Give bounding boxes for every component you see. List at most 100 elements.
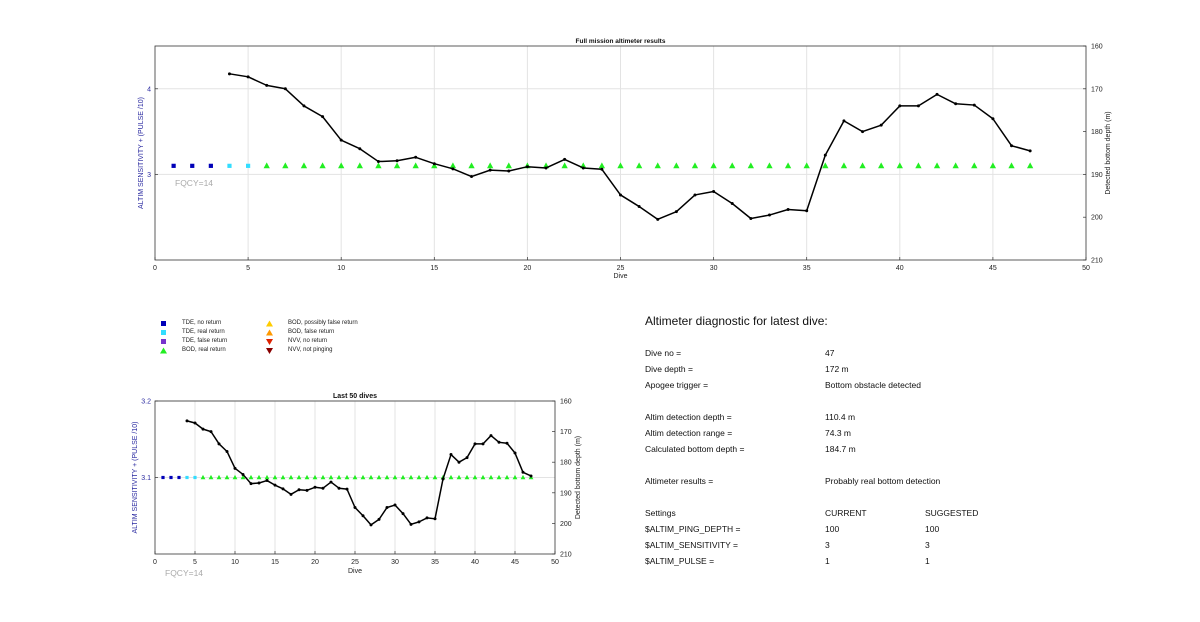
data-point — [954, 102, 958, 106]
data-point — [449, 453, 453, 457]
y-right-tick-label: 200 — [1091, 215, 1103, 222]
marker-triangle — [200, 474, 206, 480]
diag-value: 47 — [825, 348, 835, 358]
marker-triangle — [256, 474, 262, 480]
marker-square — [171, 163, 176, 168]
data-point — [433, 517, 437, 521]
data-point — [321, 115, 325, 119]
data-point — [305, 488, 309, 492]
data-point — [470, 175, 474, 179]
suggested-heading: SUGGESTED — [925, 508, 979, 518]
y-left-tick-label: 3 — [147, 172, 151, 179]
x-tick-label: 15 — [271, 559, 279, 566]
y-right-tick-label: 160 — [560, 399, 572, 406]
y-left-axis-label: ALTIM SENSITIVITY + (PULSE /10) — [138, 97, 145, 209]
data-point — [281, 487, 285, 491]
marker-triangle — [915, 162, 922, 169]
x-tick-label: 15 — [430, 265, 438, 272]
setting-current: 3 — [825, 540, 830, 550]
x-tick-label: 10 — [337, 265, 345, 272]
setting-name: $ALTIM_SENSITIVITY = — [645, 540, 738, 550]
data-point — [225, 449, 229, 453]
data-point — [637, 205, 641, 208]
data-point — [544, 166, 548, 170]
marker-square — [227, 163, 232, 168]
data-point — [473, 442, 477, 446]
data-point — [217, 442, 221, 446]
data-point — [674, 210, 678, 214]
marker-triangle — [635, 162, 643, 169]
diag-label: Calculated bottom depth = — [645, 444, 745, 454]
marker-triangle — [710, 162, 717, 169]
marker-square — [190, 163, 195, 168]
marker-triangle — [296, 474, 302, 480]
marker-triangle — [208, 474, 214, 480]
diag-value: Bottom obstacle detected — [825, 380, 921, 390]
marker-triangle — [344, 474, 350, 480]
marker-triangle — [448, 474, 454, 480]
marker-triangle — [598, 162, 606, 169]
x-tick-label: 45 — [511, 559, 519, 566]
data-point — [767, 213, 771, 217]
data-point — [489, 434, 493, 438]
marker-triangle — [520, 474, 526, 480]
marker-triangle — [368, 474, 374, 480]
data-point — [425, 516, 429, 520]
y-left-axis-label: ALTIM SENSITIVITY + (PULSE /10) — [132, 422, 139, 534]
data-point — [619, 193, 622, 197]
marker-triangle — [392, 474, 398, 480]
x-tick-label: 50 — [551, 559, 559, 566]
diag-label: Altimeter results = — [645, 476, 714, 486]
marker-triangle — [859, 162, 866, 169]
marker-triangle — [282, 162, 289, 169]
y-right-tick-label: 160 — [1091, 44, 1103, 51]
marker-triangle — [617, 162, 624, 169]
legend-label: TDE, no return — [182, 320, 222, 326]
data-point — [488, 168, 492, 172]
data-point — [749, 216, 753, 220]
data-point — [581, 166, 585, 170]
x-tick-label: 25 — [351, 559, 359, 566]
marker-triangle — [933, 162, 941, 169]
data-point — [409, 522, 413, 526]
y-right-tick-label: 170 — [1091, 86, 1103, 93]
x-tick-label: 25 — [617, 265, 625, 272]
legend-label: NVV, not pinging — [288, 347, 333, 353]
diag-label: Altim detection depth = — [645, 412, 732, 422]
annotation-fqcy: FQCY=14 — [175, 178, 213, 188]
data-point — [265, 479, 269, 483]
data-point — [414, 155, 418, 159]
marker-triangle — [312, 474, 318, 480]
data-point — [805, 209, 809, 213]
setting-suggested: 1 — [925, 556, 930, 566]
diag-label: Apogee trigger = — [645, 380, 709, 390]
x-tick-label: 0 — [153, 265, 157, 272]
x-tick-label: 45 — [989, 265, 997, 272]
setting-suggested: 3 — [925, 540, 930, 550]
chart-title: Last 50 dives — [333, 393, 377, 400]
y-right-tick-label: 190 — [1091, 172, 1103, 179]
data-point — [193, 421, 197, 425]
triangle-down-marker-icon — [266, 339, 273, 345]
marker-triangle — [784, 162, 792, 169]
marker-triangle — [328, 474, 334, 480]
data-point — [289, 492, 293, 496]
data-point — [935, 92, 939, 96]
data-point — [656, 217, 660, 221]
marker-triangle — [729, 162, 736, 169]
marker-triangle — [1026, 162, 1034, 169]
y-right-tick-label: 200 — [560, 521, 572, 528]
x-tick-label: 35 — [803, 265, 811, 272]
settings-heading: Settings — [645, 508, 676, 518]
data-point — [1010, 144, 1014, 148]
data-point — [972, 103, 976, 107]
marker-triangle — [352, 474, 358, 480]
x-tick-label: 50 — [1082, 265, 1090, 272]
marker-triangle — [766, 162, 773, 169]
data-point — [283, 87, 287, 91]
legend-label: TDE, false return — [182, 338, 228, 344]
x-tick-label: 20 — [524, 265, 532, 272]
data-point — [249, 482, 253, 486]
x-tick-label: 10 — [231, 559, 239, 566]
